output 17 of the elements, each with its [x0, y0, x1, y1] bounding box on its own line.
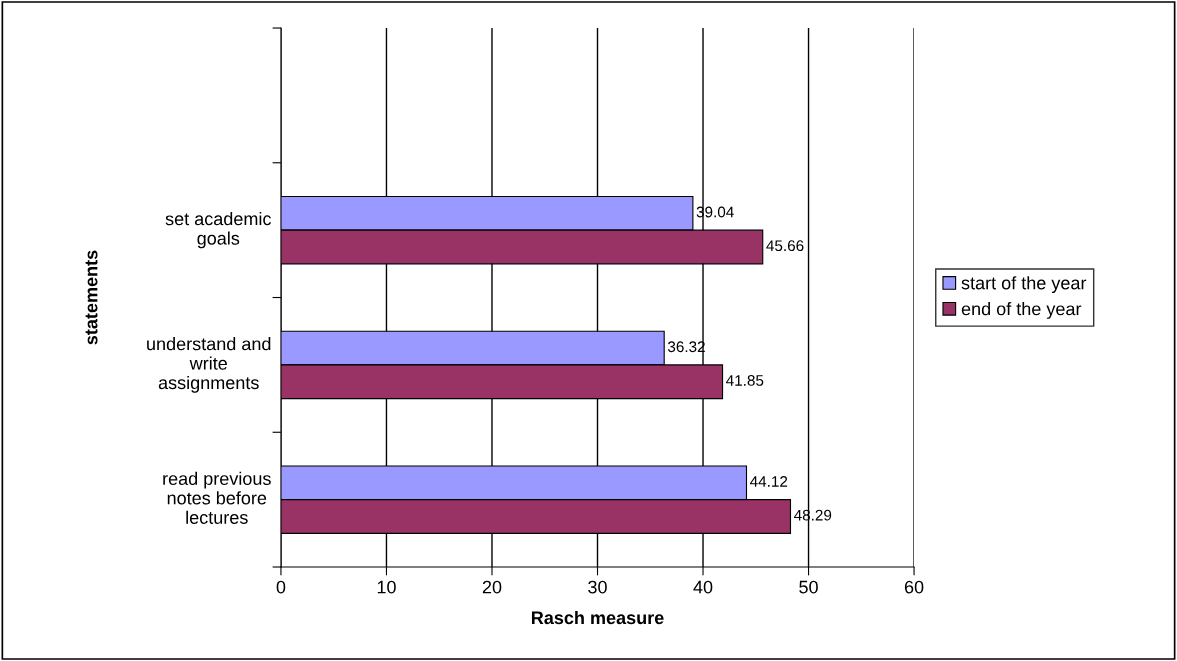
y-tick-label: read previous notes before lectures — [163, 471, 271, 524]
y-tick-label: set academic goals — [165, 212, 271, 249]
legend-label: end of the year — [961, 302, 1082, 319]
y-axis-title: statements — [85, 250, 98, 345]
x-tick-label: 0 — [276, 580, 286, 594]
x-tick-label: 20 — [482, 580, 502, 594]
y-tick-label: understand and write assignments — [147, 337, 271, 393]
x-tick-label: 50 — [799, 580, 818, 594]
legend-label: start of the year — [961, 276, 1087, 293]
x-tick-label: 10 — [377, 580, 396, 594]
x-tick-label: 60 — [904, 580, 924, 594]
data-label: 44.12 — [750, 476, 788, 487]
data-label: 45.66 — [766, 240, 804, 252]
x-tick-label: 30 — [588, 580, 607, 594]
data-label: 41.85 — [726, 375, 764, 386]
x-tick-label: 40 — [693, 580, 713, 594]
x-axis-title: Rasch measure — [531, 610, 664, 625]
